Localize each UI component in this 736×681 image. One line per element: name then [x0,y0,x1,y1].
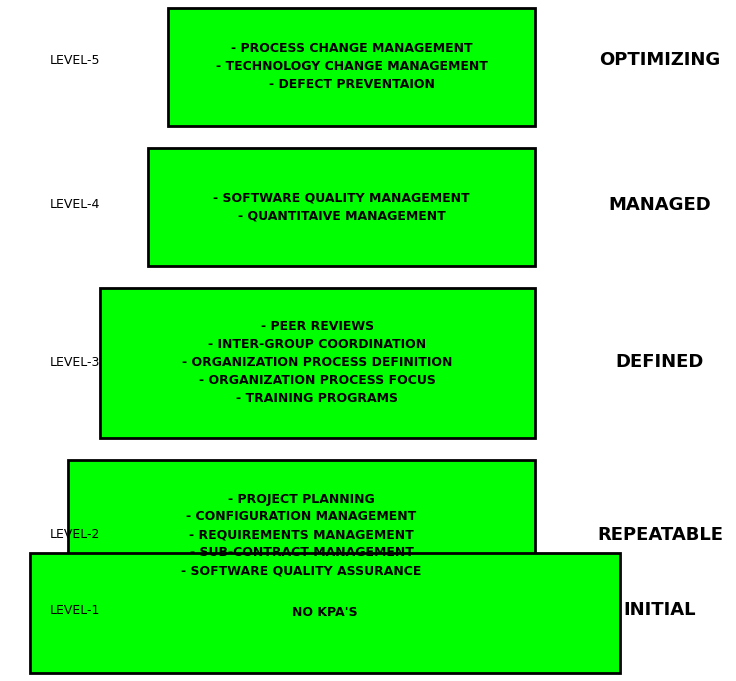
Bar [148,148,535,266]
Bar [68,460,535,610]
Text: MANAGED: MANAGED [609,196,712,214]
Bar [30,553,620,673]
Text: LEVEL-5: LEVEL-5 [50,54,100,67]
Text: REPEATABLE: REPEATABLE [597,526,723,544]
Text: OPTIMIZING: OPTIMIZING [599,51,721,69]
Text: - PEER REVIEWS
- INTER-GROUP COORDINATION
- ORGANIZATION PROCESS DEFINITION
- OR: - PEER REVIEWS - INTER-GROUP COORDINATIO… [183,321,453,405]
Text: - SOFTWARE QUALITY MANAGEMENT
- QUANTITAIVE MANAGEMENT: - SOFTWARE QUALITY MANAGEMENT - QUANTITA… [213,191,470,223]
Text: LEVEL-3: LEVEL-3 [50,355,100,368]
Text: DEFINED: DEFINED [616,353,704,371]
Text: NO KPA'S: NO KPA'S [292,607,358,620]
Text: LEVEL-4: LEVEL-4 [50,198,100,212]
Text: LEVEL-1: LEVEL-1 [50,603,100,616]
Bar [168,8,535,126]
Text: INITIAL: INITIAL [623,601,696,619]
Bar [100,288,535,438]
Text: - PROJECT PLANNING
- CONFIGURATION MANAGEMENT
- REQUIREMENTS MANAGEMENT
- SUB-CO: - PROJECT PLANNING - CONFIGURATION MANAG… [181,492,422,577]
Text: - PROCESS CHANGE MANAGEMENT
- TECHNOLOGY CHANGE MANAGEMENT
- DEFECT PREVENTAION: - PROCESS CHANGE MANAGEMENT - TECHNOLOGY… [216,42,487,91]
Text: LEVEL-2: LEVEL-2 [50,528,100,541]
